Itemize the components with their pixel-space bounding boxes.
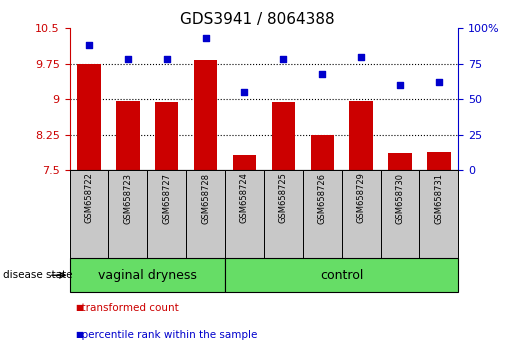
Text: GSM658723: GSM658723	[124, 172, 132, 224]
Text: ■: ■	[76, 330, 83, 339]
Point	[85, 42, 93, 48]
Bar	[147, 170, 186, 258]
Bar	[186, 170, 225, 258]
Text: GSM658730: GSM658730	[396, 172, 404, 224]
Text: GSM658725: GSM658725	[279, 172, 288, 223]
Text: percentile rank within the sample: percentile rank within the sample	[75, 330, 257, 339]
Text: vaginal dryness: vaginal dryness	[98, 269, 197, 282]
Bar	[264, 170, 303, 258]
Bar	[233, 155, 256, 170]
Text: GSM658722: GSM658722	[84, 172, 93, 223]
Bar	[155, 102, 178, 170]
Text: GSM658728: GSM658728	[201, 172, 210, 224]
Bar	[381, 170, 419, 258]
Point	[241, 89, 249, 95]
Text: GSM658724: GSM658724	[240, 172, 249, 223]
Text: GSM658727: GSM658727	[162, 172, 171, 224]
Bar	[420, 170, 458, 258]
Bar	[77, 64, 100, 170]
Bar	[225, 170, 264, 258]
Bar	[70, 170, 109, 258]
Text: GDS3941 / 8064388: GDS3941 / 8064388	[180, 12, 335, 27]
Text: GSM658726: GSM658726	[318, 172, 327, 224]
Point	[435, 79, 443, 85]
Bar	[350, 101, 373, 170]
Bar	[303, 170, 342, 258]
Text: disease state: disease state	[3, 270, 72, 280]
Bar	[225, 258, 458, 292]
Text: ■: ■	[76, 303, 83, 313]
Text: GSM658729: GSM658729	[357, 172, 366, 223]
Point	[163, 57, 171, 62]
Text: control: control	[320, 269, 364, 282]
Bar	[272, 102, 295, 170]
Bar	[116, 102, 140, 170]
Bar	[108, 170, 147, 258]
Bar	[194, 60, 217, 170]
Bar	[342, 170, 381, 258]
Point	[201, 35, 210, 41]
Text: transformed count: transformed count	[75, 303, 178, 313]
Text: GSM658731: GSM658731	[435, 172, 443, 224]
Bar	[427, 153, 451, 170]
Bar	[70, 258, 225, 292]
Point	[357, 54, 365, 59]
Point	[124, 57, 132, 62]
Bar	[388, 153, 411, 170]
Point	[396, 82, 404, 88]
Bar	[311, 135, 334, 170]
Point	[279, 57, 287, 62]
Point	[318, 71, 327, 76]
